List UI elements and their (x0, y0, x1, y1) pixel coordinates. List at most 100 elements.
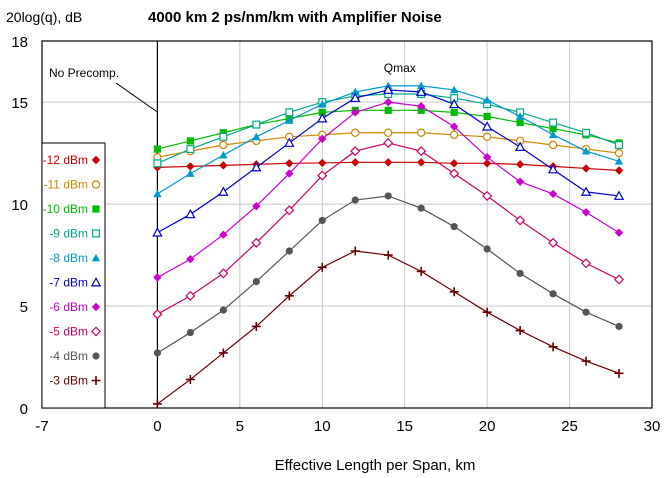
data-point (415, 86, 427, 96)
x-axis-label: Effective Length per Span, km (275, 457, 476, 474)
data-point (514, 141, 526, 151)
data-point (448, 98, 460, 109)
series-line (157, 142, 620, 315)
data-point (186, 137, 194, 145)
data-point (382, 84, 394, 94)
data-point (384, 106, 392, 114)
data-point (482, 190, 493, 202)
data-point (152, 309, 163, 320)
data-point (449, 159, 459, 168)
data-point (351, 87, 360, 96)
data-point (186, 145, 195, 154)
data-point (219, 306, 227, 314)
legend-label: -12 dBm (43, 153, 88, 167)
legend-label: -7 dBm (49, 276, 88, 290)
data-point (614, 157, 624, 165)
legend-marker (90, 326, 102, 337)
data-point (318, 100, 327, 108)
data-point (252, 120, 261, 129)
data-point (416, 102, 426, 111)
data-point (614, 228, 624, 237)
data-point (317, 262, 327, 272)
y-axis-label: 20log(q), dB (6, 9, 82, 25)
legend-marker (91, 155, 101, 165)
y-tick-label: 18 (11, 34, 28, 51)
annotation-pointer (115, 82, 158, 113)
series-7dBm (152, 84, 625, 237)
legend-label: -6 dBm (49, 300, 88, 314)
data-point (516, 269, 524, 278)
data-point (416, 146, 427, 157)
data-point (515, 326, 525, 336)
data-point (153, 189, 162, 198)
legend: -12 dBm -11 dBm -10 dBm -9 dBm -8 dBm -7 dBm -… (41, 142, 106, 409)
data-point (481, 121, 493, 131)
data-point (219, 150, 228, 159)
data-point (614, 166, 624, 175)
data-point (285, 169, 294, 178)
data-point (153, 273, 162, 282)
data-point (219, 132, 228, 141)
data-point (516, 118, 524, 127)
data-point (383, 250, 393, 260)
data-point (482, 95, 492, 104)
legend-marker (91, 229, 100, 238)
data-point (613, 190, 625, 200)
data-point (515, 160, 525, 169)
data-point (582, 308, 590, 316)
y-tick-label: 10 (11, 197, 28, 214)
data-point (219, 129, 227, 137)
legend-label: -10 dBm (43, 202, 88, 216)
data-point (515, 112, 525, 120)
data-point (384, 192, 392, 200)
series-5dBm (152, 137, 625, 320)
data-point (549, 125, 557, 133)
data-point (615, 140, 624, 149)
legend-marker (90, 277, 102, 287)
data-point (317, 170, 328, 181)
data-point (549, 118, 558, 127)
data-point (285, 108, 294, 117)
data-point (153, 145, 162, 153)
data-point (548, 130, 558, 139)
data-point (613, 274, 625, 285)
legend-marker (91, 253, 101, 262)
data-point (251, 161, 262, 172)
legend-label: -9 dBm (49, 227, 88, 241)
series-layer (152, 81, 625, 409)
legend-label: -11 dBm (44, 178, 88, 192)
annotations: No Precomp. Qmax (49, 61, 416, 113)
grid-lines (42, 41, 652, 408)
data-point (285, 159, 294, 168)
series-6dBm (153, 97, 624, 282)
chart-title: 4000 km 2 ps/nm/km with Amplifier Noise (148, 9, 442, 26)
data-point (416, 81, 426, 90)
data-point (614, 368, 624, 378)
data-point (252, 132, 261, 141)
legend-label: -3 dBm (49, 374, 88, 388)
data-point (186, 169, 195, 177)
data-point (318, 134, 327, 144)
data-point (285, 116, 294, 124)
data-point (318, 158, 327, 168)
data-point (252, 201, 261, 211)
legend-label: -8 dBm (49, 251, 88, 265)
data-point (186, 162, 195, 171)
data-point (547, 164, 559, 174)
data-point (417, 204, 425, 212)
data-point (515, 215, 526, 226)
data-point (318, 216, 326, 225)
y-tick-label: 5 (20, 299, 28, 316)
legend-marker (92, 352, 100, 360)
data-point (449, 130, 459, 139)
annotation-qmax: Qmax (384, 61, 416, 75)
data-point (615, 322, 623, 331)
data-point (581, 258, 592, 269)
data-point (284, 291, 294, 301)
data-point (384, 158, 393, 167)
data-point (284, 205, 295, 216)
data-point (482, 307, 492, 317)
legend-label: -4 dBm (49, 349, 88, 363)
data-point (482, 159, 492, 168)
tick-labels: -7 0 5 10 15 20 25 30 0 5 10 15 18 (11, 34, 660, 435)
